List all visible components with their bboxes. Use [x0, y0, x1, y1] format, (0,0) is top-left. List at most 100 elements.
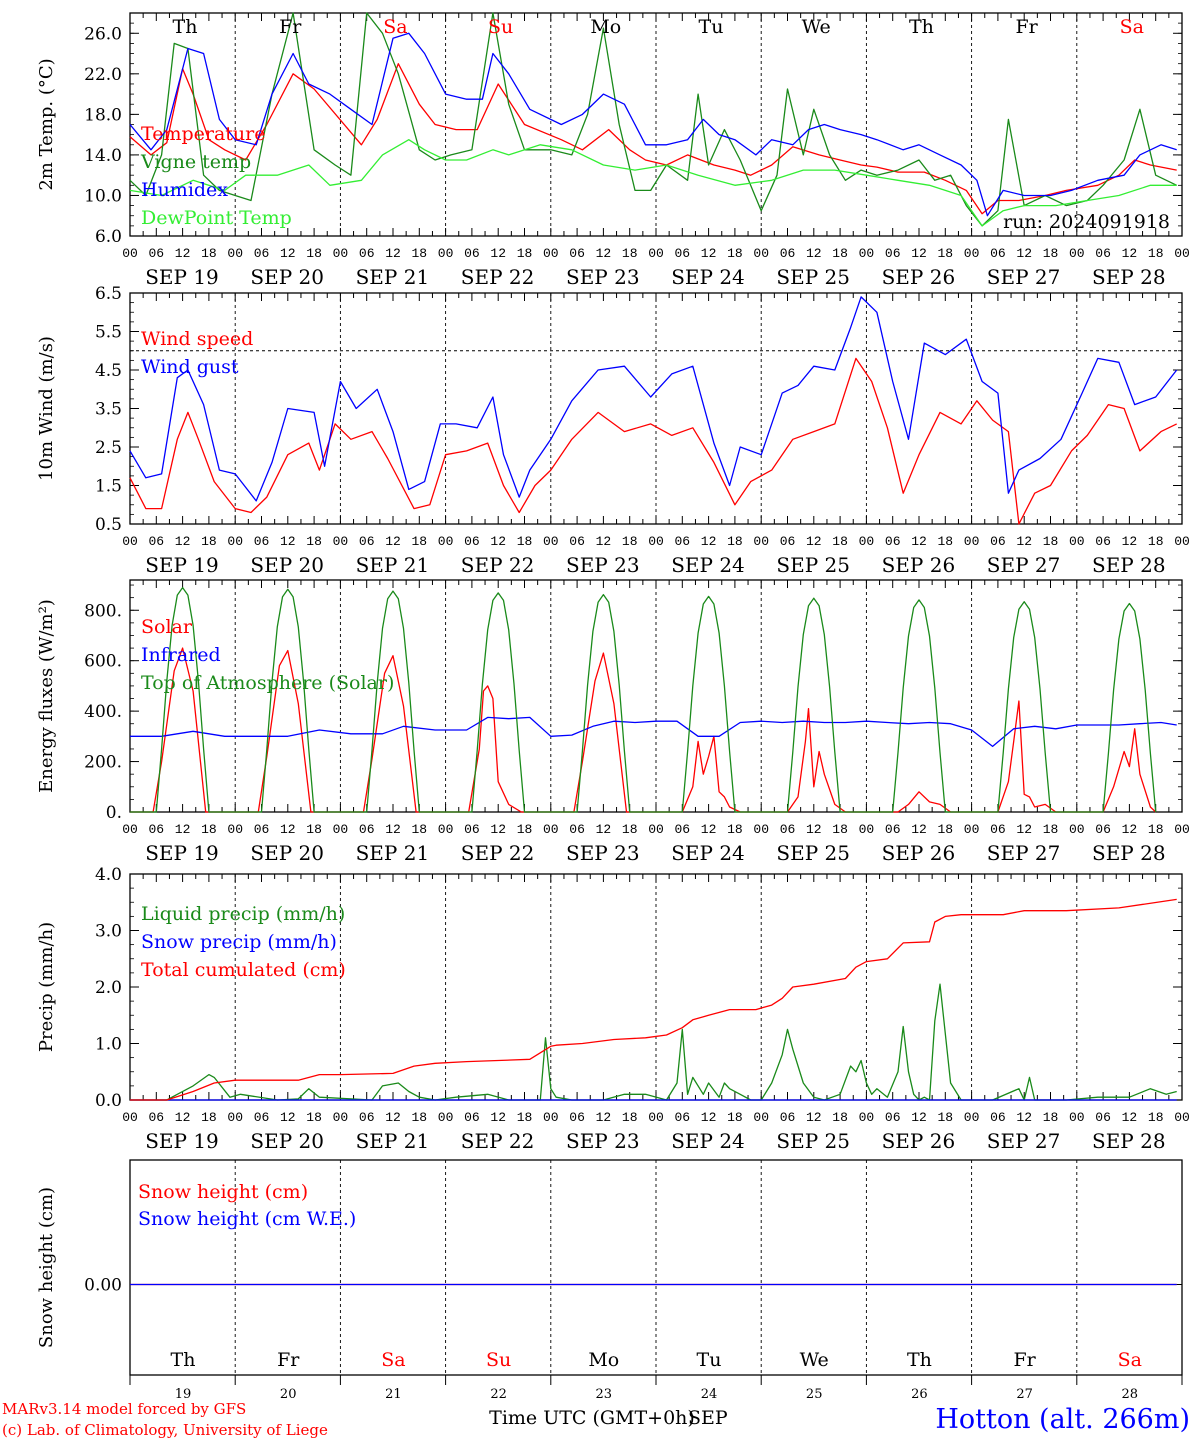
x-tick-label: 00: [227, 534, 243, 549]
x-tick-label: 12: [175, 1110, 191, 1125]
x-tick-label: 06: [359, 1110, 375, 1125]
series-line-humidex: [129, 32, 1177, 217]
y-tick-label: 2.0: [95, 978, 122, 998]
legend-entry: Top of Atmosphere (Solar): [141, 672, 394, 694]
x-tick-label: 06: [148, 246, 164, 261]
x-tick-label: 18: [727, 534, 743, 549]
x-tick-label: 06: [254, 1110, 270, 1125]
x-tick-label: 06: [885, 246, 901, 261]
date-label: SEP 21: [356, 265, 430, 289]
x-axis-label: Time UTC (GMT+0h): [489, 1407, 695, 1429]
x-tick-label: 06: [780, 822, 796, 837]
date-label: SEP 28: [1092, 1129, 1166, 1153]
x-tick-label: 00: [543, 246, 559, 261]
x-tick-label: 18: [201, 534, 217, 549]
x-tick-label: 18: [1148, 534, 1164, 549]
weekday-label-bottom: Su: [486, 1349, 511, 1371]
x-tick-label: 00: [1174, 822, 1190, 837]
x-tick-label: 12: [806, 534, 822, 549]
y-tick-label: 6.0: [95, 227, 122, 247]
x-tick-label: 12: [490, 534, 506, 549]
x-tick-label: 12: [280, 534, 296, 549]
x-tick-label: 00: [1174, 246, 1190, 261]
x-tick-label: 12: [1122, 246, 1138, 261]
day-number: 20: [280, 1387, 297, 1402]
x-tick-label: 00: [227, 246, 243, 261]
x-tick-label: 06: [990, 822, 1006, 837]
x-tick-label: 06: [674, 822, 690, 837]
y-tick-label: 26.0: [84, 24, 122, 44]
day-number: 28: [1122, 1387, 1139, 1402]
date-label: SEP 24: [671, 553, 745, 577]
x-tick-label: 12: [911, 822, 927, 837]
panel-3: [129, 579, 1183, 813]
x-tick-label: 00: [122, 822, 138, 837]
x-axis-month: SEP: [688, 1407, 728, 1429]
y-tick-label: 10.0: [84, 186, 122, 206]
date-label: SEP 28: [1092, 841, 1166, 865]
x-tick-label: 18: [411, 246, 427, 261]
x-tick-label: 00: [438, 246, 454, 261]
x-tick-label: 00: [753, 246, 769, 261]
x-tick-label: 12: [806, 1110, 822, 1125]
y-tick-label: 800.: [84, 601, 122, 621]
x-tick-label: 18: [517, 246, 533, 261]
x-tick-label: 12: [1122, 822, 1138, 837]
y-tick-label: 0.0: [95, 1091, 122, 1111]
day-number: 21: [385, 1387, 402, 1402]
y-axis-label: Snow height (cm): [36, 1187, 57, 1348]
x-tick-label: 12: [280, 822, 296, 837]
date-label: SEP 23: [566, 841, 640, 865]
day-number: 19: [175, 1387, 192, 1402]
x-tick-label: 06: [569, 1110, 585, 1125]
date-label: SEP 27: [987, 1129, 1061, 1153]
x-tick-label: 00: [122, 246, 138, 261]
legend-entry: Solar: [141, 616, 193, 638]
x-tick-label: 06: [464, 822, 480, 837]
weekday-label-bottom: Mo: [588, 1349, 619, 1371]
x-tick-label: 00: [438, 534, 454, 549]
x-tick-label: 18: [1148, 822, 1164, 837]
date-label: SEP 20: [250, 841, 324, 865]
date-label: SEP 26: [882, 265, 956, 289]
weekday-label: We: [802, 16, 831, 38]
weekday-label: Su: [488, 16, 513, 38]
x-tick-label: 18: [832, 246, 848, 261]
x-tick-label: 12: [385, 246, 401, 261]
x-tick-label: 06: [674, 1110, 690, 1125]
x-tick-label: 18: [832, 534, 848, 549]
y-tick-label: 3.0: [95, 922, 122, 942]
date-label: SEP 24: [671, 1129, 745, 1153]
legend-entry: Infrared: [141, 644, 221, 666]
x-tick-label: 00: [227, 1110, 243, 1125]
series-line-dewpoint-temp: [129, 139, 1177, 227]
x-tick-label: 06: [1095, 534, 1111, 549]
x-tick-label: 00: [438, 1110, 454, 1125]
x-tick-label: 06: [569, 822, 585, 837]
y-tick-label: 18.0: [84, 105, 122, 125]
date-label: SEP 20: [250, 265, 324, 289]
x-tick-label: 00: [859, 1110, 875, 1125]
weekday-label-bottom: Th: [907, 1349, 932, 1371]
x-tick-label: 00: [227, 822, 243, 837]
x-tick-label: 18: [1043, 246, 1059, 261]
date-label: SEP 22: [461, 265, 535, 289]
y-tick-label: 1.5: [95, 477, 122, 497]
series-line-wind-gust: [129, 296, 1178, 502]
x-tick-label: 06: [780, 534, 796, 549]
y-tick-label: 14.0: [84, 146, 122, 166]
day-number: 22: [490, 1387, 507, 1402]
x-tick-label: 12: [490, 246, 506, 261]
x-tick-label: 18: [201, 822, 217, 837]
x-tick-label: 00: [964, 1110, 980, 1125]
panel-4: [129, 873, 1183, 1101]
x-tick-label: 12: [701, 1110, 717, 1125]
y-axis-label: Precip (mm/h): [36, 922, 57, 1052]
y-tick-label: 400.: [84, 702, 122, 722]
weekday-label-bottom: Tu: [697, 1349, 722, 1371]
y-tick-label: 4.0: [95, 865, 122, 885]
x-tick-label: 18: [411, 822, 427, 837]
x-tick-label: 18: [832, 822, 848, 837]
x-tick-label: 18: [727, 822, 743, 837]
